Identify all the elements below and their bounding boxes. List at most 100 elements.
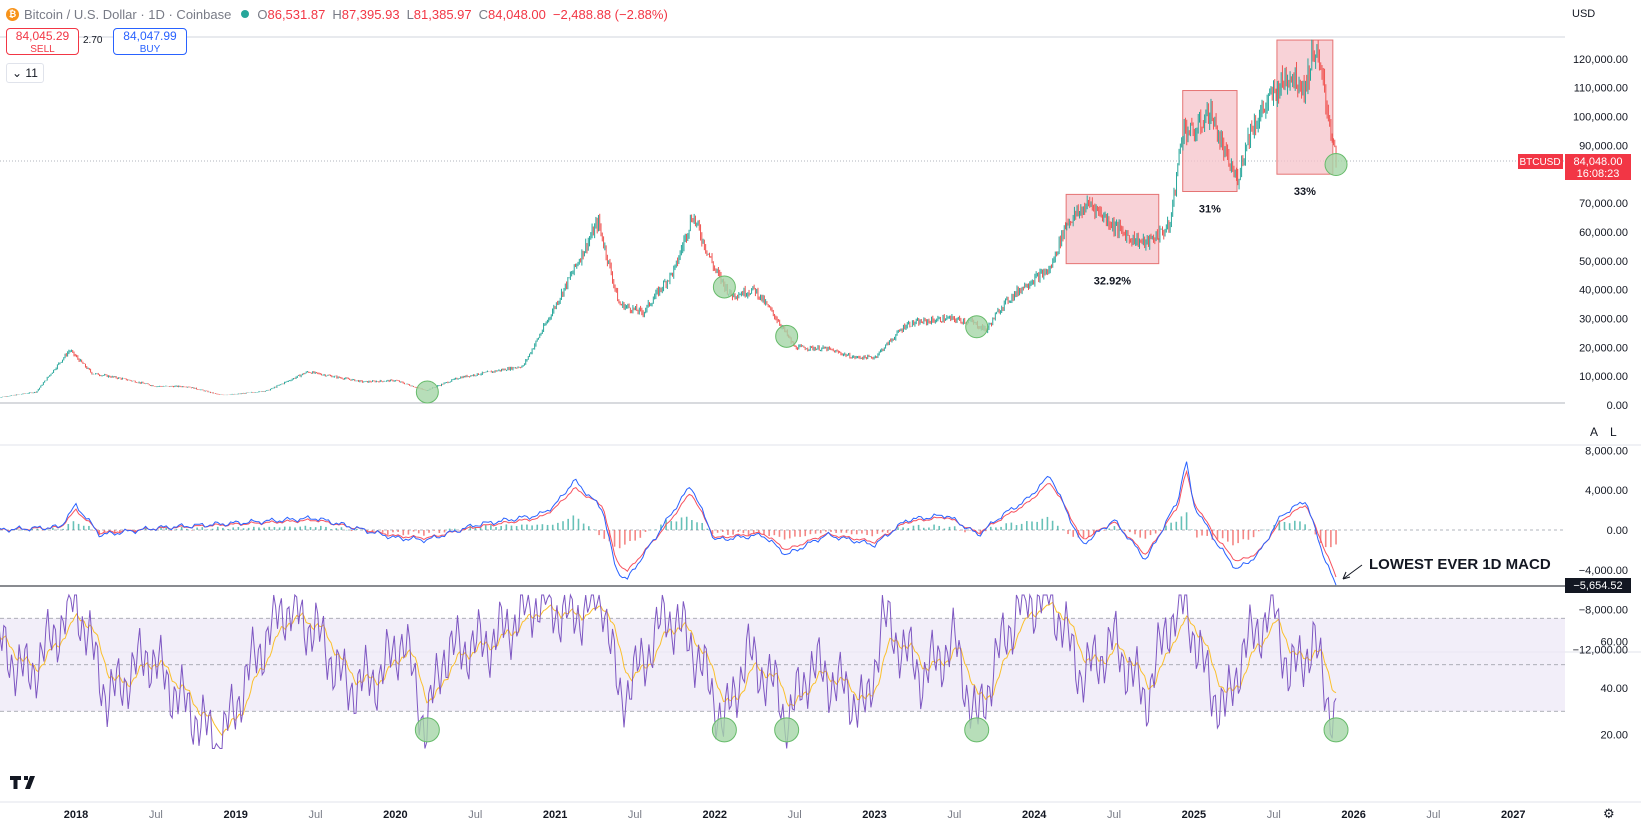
macd-histogram-bar	[654, 529, 657, 530]
price-axis-tick: 40,000.00	[1579, 285, 1628, 297]
time-axis-tick: Jul	[1426, 809, 1440, 821]
price-axis-tick: 10,000.00	[1579, 371, 1628, 383]
macd-histogram-bar	[1180, 516, 1183, 530]
macd-histogram-bar	[629, 530, 631, 541]
bitcoin-icon: ₿	[6, 7, 19, 21]
macd-histogram-bar	[1113, 526, 1116, 530]
macd-histogram-bar	[227, 528, 229, 530]
macd-histogram-bar	[356, 528, 358, 530]
macd-histogram-bar	[180, 526, 183, 530]
macd-axis-tick: 8,000.00	[1585, 445, 1628, 457]
macd-histogram-bar	[1242, 530, 1245, 540]
rsi-axis-tick: 40.00	[1600, 683, 1628, 695]
macd-histogram-bar	[1056, 525, 1059, 530]
macd-histogram-bar	[526, 524, 528, 530]
macd-histogram-bar	[325, 526, 327, 530]
macd-histogram-bar	[289, 526, 291, 530]
macd-histogram-bar	[639, 530, 642, 538]
macd-histogram-bar	[469, 525, 472, 530]
macd-histogram-bar	[1304, 524, 1306, 530]
market-status-icon	[241, 10, 250, 18]
macd-annotation: LOWEST EVER 1D MACD	[1369, 556, 1551, 573]
macd-histogram-bar	[459, 530, 461, 531]
macd-histogram-bar	[232, 527, 235, 530]
time-axis-tick: 2026	[1341, 809, 1365, 821]
macd-histogram-bar	[799, 530, 801, 537]
macd-histogram-bar	[1268, 529, 1270, 531]
macd-histogram-bar	[964, 530, 966, 533]
symbol-title[interactable]: Bitcoin / U.S. Dollar · 1D · Coinbase	[24, 6, 232, 22]
macd-histogram-bar	[268, 526, 271, 530]
macd-histogram-bar	[191, 530, 193, 531]
rsi-line	[0, 593, 1337, 749]
gear-icon[interactable]: ⚙	[1603, 806, 1615, 821]
tradingview-logo-icon	[10, 776, 35, 789]
indicators-count: 11	[25, 66, 38, 80]
macd-histogram-bar	[397, 530, 399, 532]
bottom-marker-circle	[775, 324, 799, 348]
sell-button[interactable]: 84,045.29 SELL	[6, 28, 79, 55]
ohlc-low: L81,385.97	[406, 6, 472, 22]
macd-histogram-bar	[392, 530, 394, 533]
macd-histogram-bar	[1036, 521, 1038, 530]
macd-histogram-bar	[1294, 520, 1296, 530]
macd-histogram-bar	[902, 527, 904, 530]
macd-histogram-bar	[1010, 522, 1013, 530]
chevron-down-icon: ⌄	[12, 66, 23, 80]
time-axis-tick: Jul	[628, 809, 642, 821]
sell-label: SELL	[30, 44, 55, 55]
macd-histogram-bar	[685, 516, 688, 530]
auto-scale-button[interactable]: A	[1590, 425, 1599, 439]
macd-histogram-bar	[196, 527, 198, 530]
macd-histogram-bar	[67, 523, 70, 530]
macd-histogram-bar	[52, 527, 54, 530]
macd-histogram-bar	[433, 530, 435, 531]
time-axis-tick: 2024	[1022, 809, 1047, 821]
macd-histogram-bar	[309, 527, 312, 530]
macd-histogram-bar	[758, 530, 760, 533]
macd-histogram-bar	[335, 528, 338, 530]
macd-histogram-bar	[31, 528, 34, 530]
price-axis-tick: 70,000.00	[1579, 198, 1628, 210]
macd-histogram-bar	[216, 526, 219, 530]
log-scale-button[interactable]: L	[1610, 425, 1617, 439]
macd-histogram-bar	[917, 524, 920, 530]
macd-histogram-bar	[747, 530, 750, 536]
drawdown-label: 32.92%	[1094, 276, 1132, 288]
macd-histogram-bar	[62, 528, 64, 530]
macd-histogram-bar	[510, 525, 513, 530]
annotation-arrowhead	[1342, 571, 1351, 580]
macd-histogram-bar	[263, 527, 265, 530]
macd-histogram-bar	[768, 530, 770, 537]
macd-histogram-bar	[1108, 528, 1111, 530]
indicators-toggle[interactable]: ⌄ 11	[6, 63, 44, 83]
macd-histogram-bar	[41, 530, 44, 531]
macd-histogram-bar	[541, 524, 544, 530]
time-axis-tick: Jul	[309, 809, 323, 821]
rsi-low-marker-circle	[1323, 717, 1349, 743]
macd-histogram-bar	[866, 530, 868, 536]
price-axis-tick: 100,000.00	[1573, 112, 1628, 124]
macd-histogram-bar	[1093, 530, 1095, 535]
macd-histogram-bar	[247, 527, 250, 530]
macd-histogram-bar	[304, 525, 307, 530]
macd-histogram-bar	[1309, 529, 1312, 530]
macd-histogram-bar	[897, 527, 899, 530]
macd-label-value: −5,654.52	[1573, 580, 1622, 592]
macd-histogram-bar	[144, 527, 147, 530]
macd-histogram-bar	[562, 521, 564, 530]
time-axis-tick: Jul	[468, 809, 482, 821]
macd-histogram-bar	[618, 530, 621, 549]
macd-histogram-bar	[186, 528, 188, 530]
macd-histogram-bar	[21, 529, 23, 531]
macd-histogram-bar	[46, 529, 49, 530]
macd-histogram-bar	[959, 530, 961, 531]
buy-button[interactable]: 84,047.99 BUY	[113, 28, 187, 55]
currency-button[interactable]: USD	[1572, 8, 1596, 20]
macd-signal-line	[0, 469, 1337, 578]
macd-histogram-bar	[119, 530, 121, 534]
macd-histogram-bar	[845, 530, 848, 533]
spread-value: 2.70	[83, 35, 103, 46]
macd-histogram-bar	[577, 518, 580, 530]
